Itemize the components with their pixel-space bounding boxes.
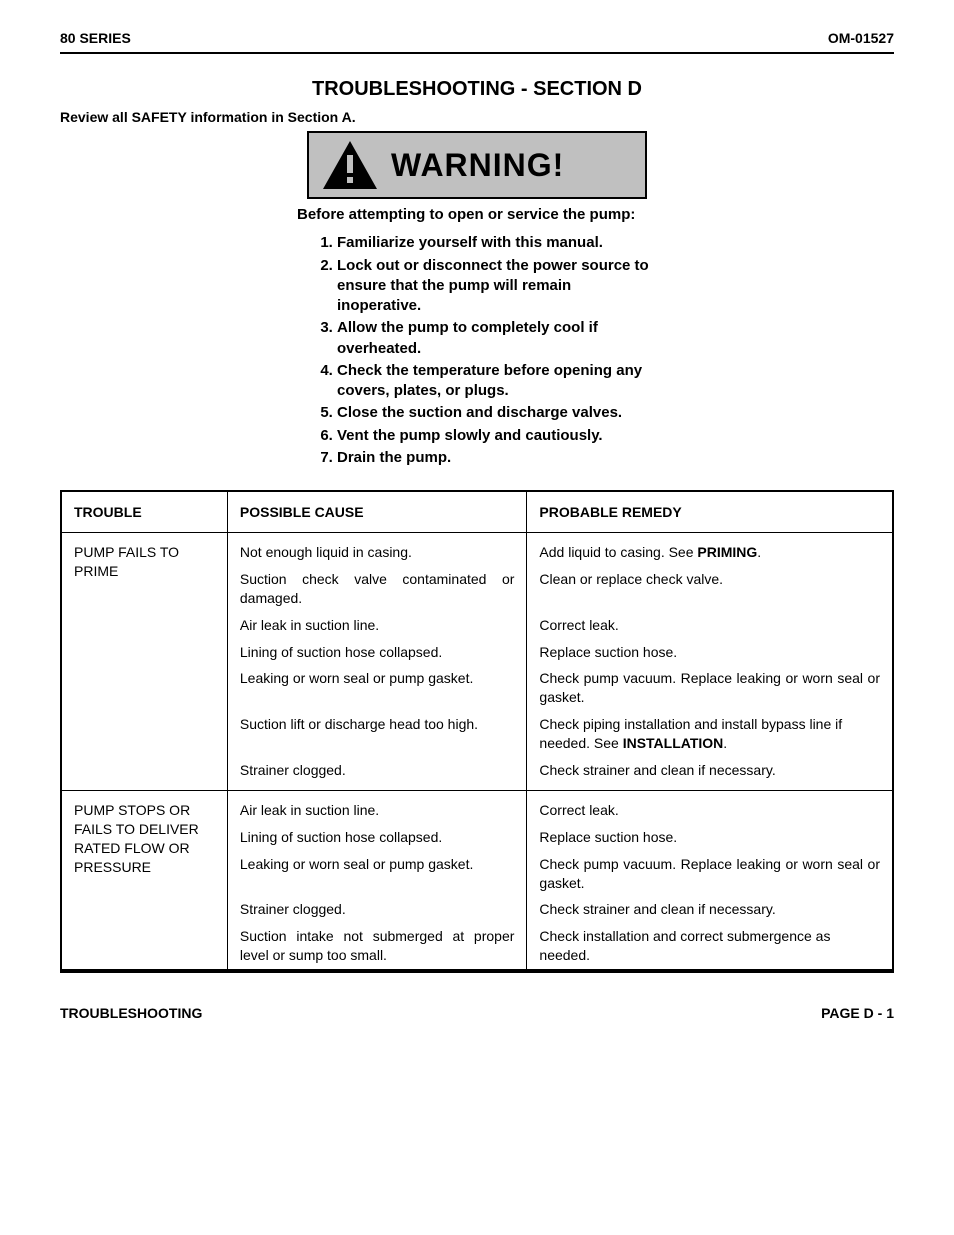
cause-cell: Not enough liquid in casing.	[227, 533, 527, 566]
table-header-row: TROUBLE POSSIBLE CAUSE PROBABLE REMEDY	[61, 491, 893, 533]
table-row: PUMP STOPS OR FAILS TO DELIVER RATED FLO…	[61, 790, 893, 823]
warning-label: WARNING!	[391, 147, 564, 184]
warning-item: Lock out or disconnect the power source …	[337, 256, 657, 317]
remedy-cell: Check strainer and clean if necessary.	[527, 757, 893, 790]
warning-item: Drain the pump.	[337, 448, 657, 468]
warning-item: Vent the pump slowly and cautiously.	[337, 426, 657, 446]
header-left: 80 SERIES	[60, 30, 131, 46]
cause-cell: Strainer clogged.	[227, 896, 527, 923]
warning-intro: Before attempting to open or service the…	[297, 205, 657, 225]
table-body: PUMP FAILS TO PRIMENot enough liquid in …	[61, 533, 893, 971]
warning-box: WARNING!	[307, 131, 647, 199]
remedy-cell: Correct leak.	[527, 790, 893, 823]
footer-left: TROUBLESHOOTING	[60, 1005, 202, 1021]
remedy-cell: Check pump vacuum. Replace leaking or wo…	[527, 851, 893, 897]
review-safety-line: Review all SAFETY information in Section…	[60, 109, 894, 125]
header-right: OM-01527	[828, 30, 894, 46]
remedy-cell: Check installation and correct submergen…	[527, 923, 893, 970]
cause-cell: Suction intake not submerged at proper l…	[227, 923, 527, 970]
remedy-cell: Clean or replace check valve.	[527, 566, 893, 612]
remedy-cell: Replace suction hose.	[527, 639, 893, 666]
remedy-bold-ref: INSTALLATION	[623, 735, 724, 751]
footer-right: PAGE D - 1	[821, 1005, 894, 1021]
cause-cell: Lining of suction hose collapsed.	[227, 824, 527, 851]
remedy-cell: Check strainer and clean if necessary.	[527, 896, 893, 923]
cause-cell: Leaking or worn seal or pump gasket.	[227, 851, 527, 897]
page-header: 80 SERIES OM-01527	[60, 30, 894, 52]
cause-cell: Suction lift or discharge head too high.	[227, 711, 527, 757]
section-title: TROUBLESHOOTING - SECTION D	[60, 78, 894, 101]
footer-rule	[60, 971, 894, 973]
troubleshooting-table: TROUBLE POSSIBLE CAUSE PROBABLE REMEDY P…	[60, 490, 894, 971]
cause-cell: Leaking or worn seal or pump gasket.	[227, 665, 527, 711]
th-remedy: PROBABLE REMEDY	[527, 491, 893, 533]
remedy-cell: Correct leak.	[527, 612, 893, 639]
warning-item: Allow the pump to completely cool if ove…	[337, 318, 657, 359]
cause-cell: Air leak in suction line.	[227, 790, 527, 823]
warning-item: Close the suction and discharge valves.	[337, 403, 657, 423]
header-rule	[60, 52, 894, 54]
cause-cell: Suction check valve contaminated or dama…	[227, 566, 527, 612]
warning-triangle-icon	[323, 141, 377, 189]
warning-item: Familiarize yourself with this manual.	[337, 233, 657, 253]
page-container: 80 SERIES OM-01527 TROUBLESHOOTING - SEC…	[0, 0, 954, 1051]
th-cause: POSSIBLE CAUSE	[227, 491, 527, 533]
warning-block: WARNING! Before attempting to open or se…	[297, 131, 657, 468]
remedy-cell: Check pump vacuum. Replace leaking or wo…	[527, 665, 893, 711]
cause-cell: Air leak in suction line.	[227, 612, 527, 639]
table-row: PUMP FAILS TO PRIMENot enough liquid in …	[61, 533, 893, 566]
trouble-cell: PUMP STOPS OR FAILS TO DELIVER RATED FLO…	[61, 790, 227, 970]
warning-list: Familiarize yourself with this manual. L…	[297, 233, 657, 468]
remedy-cell: Check piping installation and install by…	[527, 711, 893, 757]
trouble-cell: PUMP FAILS TO PRIME	[61, 533, 227, 791]
remedy-cell: Replace suction hose.	[527, 824, 893, 851]
remedy-cell: Add liquid to casing. See PRIMING.	[527, 533, 893, 566]
th-trouble: TROUBLE	[61, 491, 227, 533]
warning-item: Check the temperature before opening any…	[337, 361, 657, 402]
remedy-bold-ref: PRIMING	[697, 544, 757, 560]
page-footer: TROUBLESHOOTING PAGE D - 1	[60, 999, 894, 1021]
cause-cell: Strainer clogged.	[227, 757, 527, 790]
cause-cell: Lining of suction hose collapsed.	[227, 639, 527, 666]
